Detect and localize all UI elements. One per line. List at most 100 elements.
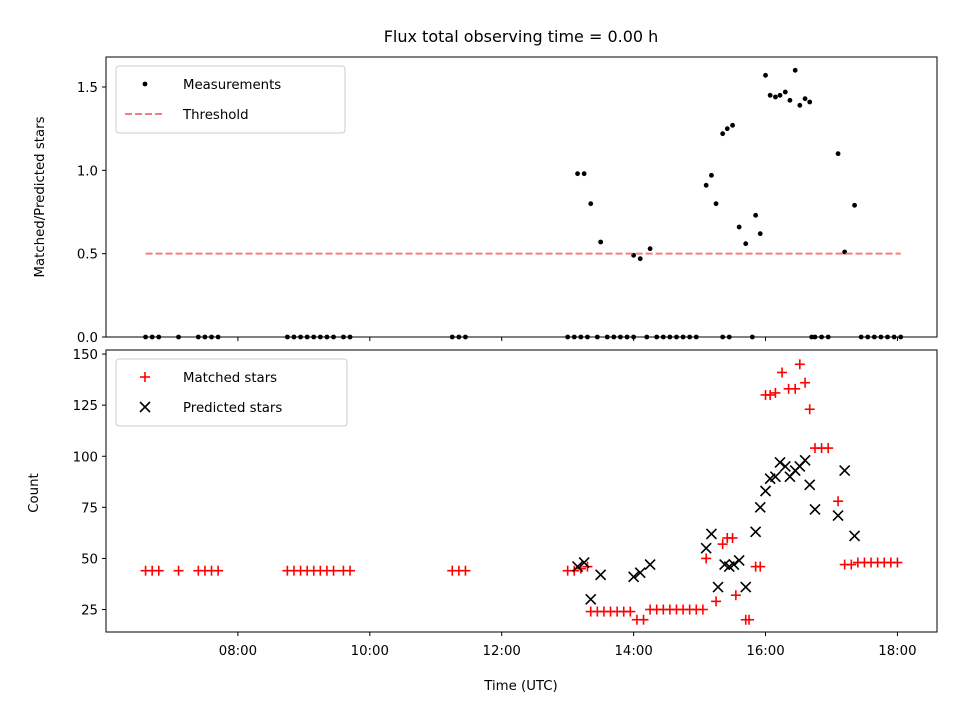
data-point [794,359,805,370]
data-point [638,614,649,625]
y-tick-label: 75 [81,501,98,516]
data-point [581,171,587,177]
legend-label: Measurements [183,78,281,93]
count-plot-frame [105,349,938,633]
data-point [755,561,766,572]
legend-box [115,358,348,427]
series-matched-stars [140,359,903,625]
data-point [892,557,903,568]
ratio-legend: Measurements Threshold [115,65,346,134]
data-point [792,67,798,73]
data-point [460,565,471,576]
data-point [713,201,719,207]
x-axis-label: Time (UTC) [483,679,558,694]
count-subplot: 25 50 75 100 125 150 08:00 10:00 12:00 14:00 16:0… [27,348,938,694]
data-point [773,94,778,100]
legend-box [115,65,346,134]
data-point [740,581,752,593]
y-tick-label: 25 [81,604,98,619]
data-point [763,72,768,78]
data-point [839,464,851,477]
y-tick-label: 150 [73,348,98,363]
data-point [777,92,783,98]
data-point [628,571,640,583]
x-tick-label: 10:00 [351,644,389,659]
data-point [774,456,786,468]
data-point [328,565,339,576]
data-point [809,503,821,515]
data-point [802,96,808,102]
data-point [703,182,709,188]
count-y-axis-label: Count [27,473,42,513]
data-point [782,89,788,95]
ratio-plot-frame [105,56,938,338]
ratio-y-ticks: 0.0 0.5 1.0 1.5 [77,81,106,346]
data-point [750,526,762,538]
x-tick-label: 16:00 [746,644,784,659]
data-point [832,509,844,522]
data-point [213,565,224,576]
y-tick-label: 0.5 [77,248,98,263]
legend-label: Threshold [182,108,249,123]
data-point [720,131,726,137]
x-tick-label: 08:00 [219,644,257,659]
data-point [800,377,811,388]
data-point [730,590,741,601]
data-point [736,224,742,230]
data-point [644,558,656,571]
data-point [743,241,749,247]
y-tick-label: 1.0 [77,164,98,179]
data-point [769,471,781,483]
ratio-marks [143,67,904,340]
data-point [753,212,759,218]
data-point [765,389,776,400]
data-point [717,539,728,550]
legend-label: Matched stars [183,371,277,386]
data-point [730,122,735,128]
data-point [697,604,708,615]
data-point [759,485,772,497]
data-point [595,569,607,581]
data-point [835,151,841,157]
count-y-ticks: 25 50 75 100 125 150 [73,348,106,619]
data-point [711,596,722,607]
chart-title: Flux total observing time = 0.00 h [384,27,659,46]
count-marks [140,359,903,625]
data-point [770,387,781,398]
series-predicted-stars [571,454,861,605]
data-point [787,97,793,103]
legend-swatch [140,372,150,382]
count-x-ticks: 08:00 10:00 12:00 14:00 16:00 18:00 [219,632,917,659]
data-point [575,171,580,177]
x-tick-label: 18:00 [878,644,916,659]
legend-label: Predicted stars [183,401,282,416]
data-point [634,567,646,579]
data-point [779,460,791,473]
data-point [804,479,816,491]
data-point [578,556,590,569]
series-measurements [143,67,904,340]
data-point [846,559,857,570]
data-point [767,92,773,98]
data-point [647,246,653,252]
data-point [585,593,597,605]
data-point [790,383,801,394]
data-point [712,581,724,593]
data-point [823,443,834,454]
data-point [701,553,712,564]
y-tick-label: 1.5 [77,81,98,96]
y-tick-label: 125 [73,399,98,414]
data-point [705,528,718,540]
data-point [807,99,813,105]
y-tick-label: 0.0 [77,331,98,346]
data-point [799,454,811,466]
data-point [733,554,745,567]
data-point [637,256,643,262]
data-point [797,102,803,108]
data-point [848,530,861,542]
ratio-y-axis-label: Matched/Predicted stars [33,116,48,277]
data-point [625,606,636,617]
data-point [754,501,766,513]
data-point [598,239,604,245]
